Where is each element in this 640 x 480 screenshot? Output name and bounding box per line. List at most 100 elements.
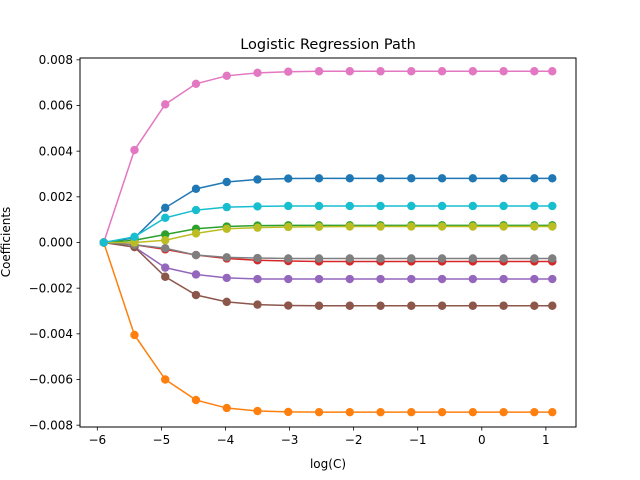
series-line — [103, 241, 553, 260]
data-point — [222, 177, 231, 187]
series-line — [103, 205, 553, 244]
data-point — [468, 274, 478, 284]
data-point — [499, 222, 508, 231]
data-point — [161, 100, 170, 109]
y-axis-label: Coefficients — [0, 207, 13, 278]
data-point — [222, 297, 231, 307]
data-point — [222, 224, 231, 233]
x-axis: −6 −5 −4 −3 −2 −1 0 1 — [88, 427, 550, 447]
series-9 — [99, 222, 557, 247]
series-line — [103, 225, 553, 244]
data-point — [530, 174, 539, 183]
data-point — [468, 254, 478, 263]
data-point — [548, 301, 557, 310]
data-point — [468, 407, 478, 417]
data-point — [345, 174, 354, 183]
data-point — [284, 301, 293, 310]
x-tick-label: −6 — [88, 433, 106, 447]
data-point — [222, 403, 231, 413]
y-tick-label: 0.006 — [39, 99, 73, 113]
data-point — [314, 67, 324, 76]
data-point — [253, 274, 262, 284]
data-point — [548, 222, 557, 231]
data-point — [499, 407, 508, 417]
data-point — [530, 222, 539, 231]
data-point — [314, 222, 324, 231]
data-point — [468, 222, 478, 231]
data-point — [437, 407, 447, 417]
data-point — [284, 67, 293, 76]
y-tick-label: 0.008 — [39, 53, 73, 67]
data-point — [376, 222, 385, 231]
data-point — [161, 213, 170, 223]
data-point — [345, 407, 354, 417]
data-point — [548, 174, 557, 183]
data-point — [191, 395, 201, 405]
data-point — [437, 222, 447, 231]
data-point — [191, 184, 201, 194]
data-point — [191, 270, 201, 279]
chart-title: Logistic Regression Path — [240, 37, 416, 53]
data-point — [468, 67, 478, 76]
data-point — [530, 301, 539, 310]
data-point — [468, 201, 478, 211]
data-point — [345, 274, 354, 284]
data-point — [530, 254, 539, 263]
data-point — [345, 67, 354, 76]
data-point — [345, 222, 354, 231]
series-line — [102, 70, 553, 243]
data-point — [161, 263, 170, 272]
data-point — [548, 67, 557, 76]
data-point — [222, 202, 231, 212]
series-line — [103, 241, 553, 280]
y-tick-label: −0.002 — [29, 281, 73, 295]
data-point — [499, 174, 508, 183]
series-10 — [99, 201, 557, 247]
data-point — [314, 274, 324, 284]
x-tick-label: −3 — [281, 433, 299, 447]
data-point — [222, 273, 231, 283]
data-point — [530, 67, 539, 76]
x-tick-label: 0 — [478, 433, 486, 447]
x-axis-label: log(C) — [310, 457, 346, 471]
y-tick-label: 0.000 — [39, 236, 73, 250]
data-point — [161, 244, 170, 253]
data-point — [407, 174, 416, 183]
data-point — [191, 250, 201, 260]
data-point — [345, 254, 354, 263]
data-point — [548, 274, 557, 284]
y-tick-label: −0.008 — [29, 418, 73, 432]
data-point — [376, 174, 385, 183]
series-line — [102, 242, 553, 413]
data-point — [314, 254, 324, 263]
data-point — [499, 67, 508, 76]
data-point — [376, 407, 385, 417]
data-point — [499, 301, 508, 310]
data-point — [191, 205, 201, 215]
data-point — [130, 145, 139, 155]
data-point — [222, 71, 231, 81]
x-tick-label: −2 — [345, 433, 363, 447]
data-point — [253, 406, 262, 416]
data-point — [376, 201, 385, 211]
data-point — [314, 407, 324, 417]
data-point — [499, 201, 508, 211]
data-point — [191, 79, 201, 89]
data-point — [407, 301, 416, 310]
data-point — [253, 300, 262, 309]
data-point — [284, 174, 293, 183]
data-point — [407, 254, 416, 263]
data-point — [130, 330, 139, 340]
data-point — [314, 301, 324, 310]
data-point — [499, 254, 508, 263]
data-point — [253, 253, 262, 263]
data-point — [253, 68, 262, 78]
data-point — [284, 201, 293, 211]
data-point — [437, 301, 447, 310]
data-point — [407, 222, 416, 231]
data-point — [407, 274, 416, 284]
data-point — [407, 201, 416, 211]
y-tick-label: −0.004 — [29, 327, 73, 341]
x-tick-label: −4 — [217, 433, 235, 447]
